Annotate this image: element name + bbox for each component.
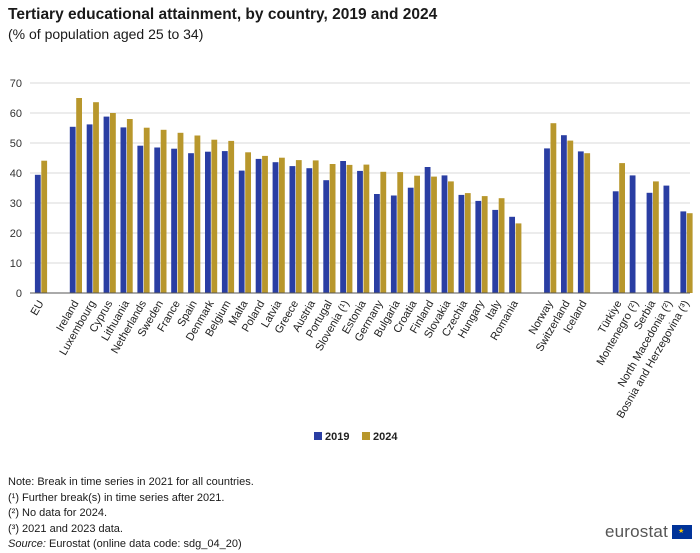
bar-2024 [329, 164, 336, 293]
bar-2019 [577, 151, 584, 293]
bar-2024 [619, 163, 625, 293]
bar-2024 [448, 181, 454, 293]
bar-2024 [41, 160, 48, 293]
y-tick-label: 30 [10, 198, 22, 210]
bar-2024 [228, 140, 235, 293]
bar-2024 [160, 129, 167, 293]
logo-text: eurostat [604, 522, 668, 541]
y-tick-label: 50 [10, 138, 22, 150]
bar-2019 [612, 191, 619, 293]
bar-2024 [177, 132, 184, 293]
bar-2019 [86, 124, 93, 294]
bar-2019 [458, 194, 465, 293]
bar-2024 [397, 172, 404, 293]
bar-2024 [584, 153, 591, 293]
source-text: Eurostat (online data code: sdg_04_20) [45, 538, 242, 550]
bar-2019 [154, 147, 161, 293]
y-tick-label: 20 [10, 228, 22, 240]
footnote-1: (¹) Further break(s) in time series afte… [8, 491, 225, 504]
bar-2024 [346, 164, 353, 293]
bar-2024 [481, 196, 488, 293]
bar-2019 [544, 148, 550, 293]
bar-2024 [550, 123, 557, 293]
y-tick-label: 40 [10, 168, 22, 180]
bar-2019 [103, 116, 110, 293]
eu-flag-icon: ★ [672, 525, 692, 539]
footnote-3: (³) 2021 and 2023 data. [8, 522, 123, 535]
y-tick-label: 0 [16, 288, 22, 300]
bar-2024 [312, 160, 319, 293]
bar-2024 [380, 171, 387, 293]
eurostat-logo: eurostat ★ [605, 522, 692, 542]
chart-subtitle: (% of population aged 25 to 34) [8, 26, 204, 42]
bar-2019 [34, 174, 41, 293]
y-tick-label: 60 [10, 108, 22, 120]
bar-2024 [431, 176, 437, 293]
bar-2024 [279, 157, 285, 293]
bar-2019 [306, 168, 313, 293]
bar-2024 [211, 139, 218, 293]
bar-2019 [137, 145, 144, 293]
bar-2024 [363, 164, 370, 293]
y-tick-label: 70 [10, 78, 22, 90]
bar-2024 [126, 119, 133, 293]
bar-2019 [561, 135, 567, 293]
footnote-2: (²) No data for 2024. [8, 507, 108, 519]
bar-2019 [629, 175, 636, 293]
bar-2019 [205, 151, 211, 293]
bar-2024 [262, 155, 268, 293]
bar-2019 [663, 185, 670, 293]
bar-2019 [69, 126, 76, 293]
bar-2024 [143, 127, 150, 293]
bar-2019 [221, 151, 228, 293]
bar-2019 [340, 161, 346, 293]
bar-2019 [323, 180, 330, 293]
y-tick-label: 10 [10, 258, 22, 270]
bar-2024 [498, 198, 505, 293]
bar-2024 [93, 102, 99, 293]
bar-2024 [295, 160, 302, 293]
bar-2019 [390, 195, 397, 293]
bar-2019 [238, 170, 245, 293]
bar-2019 [407, 187, 414, 293]
chart-title: Tertiary educational attainment, by coun… [8, 6, 438, 23]
bar-2024 [76, 98, 82, 293]
legend-label: 2019 [325, 431, 349, 443]
bar-2019 [646, 192, 653, 293]
bar-2019 [492, 209, 499, 293]
bar-2019 [255, 158, 262, 293]
bar-2019 [171, 148, 177, 293]
bar-2024 [194, 135, 201, 293]
legend-label: 2024 [373, 431, 398, 443]
bar-2019 [357, 170, 363, 293]
source-line: Source: Eurostat (online data code: sdg_… [8, 537, 254, 553]
source-label: Source: [8, 538, 46, 550]
bar-2024 [464, 193, 471, 293]
x-tick-label: EU [29, 298, 47, 317]
bar-2019 [424, 167, 431, 293]
bar-2019 [272, 162, 279, 293]
note-line: Note: Break in time series in 2021 for a… [8, 476, 254, 488]
bar-2019 [509, 216, 515, 293]
bar-2024 [245, 152, 251, 293]
bar-2019 [289, 166, 296, 293]
bar-2024 [653, 181, 659, 293]
bar-2024 [110, 113, 116, 293]
bar-2019 [475, 200, 482, 293]
bar-2024 [686, 213, 693, 293]
bar-2019 [374, 194, 380, 293]
bar-2019 [120, 127, 127, 294]
bar-2024 [567, 140, 574, 293]
legend-swatch [314, 432, 322, 440]
bar-2019 [680, 211, 687, 293]
bar-2024 [414, 175, 420, 293]
bar-2019 [188, 153, 194, 293]
bar-2024 [515, 223, 522, 293]
notes-block: Note: Break in time series in 2021 for a… [8, 475, 254, 553]
legend-swatch [362, 432, 370, 440]
bar-2019 [441, 175, 448, 293]
